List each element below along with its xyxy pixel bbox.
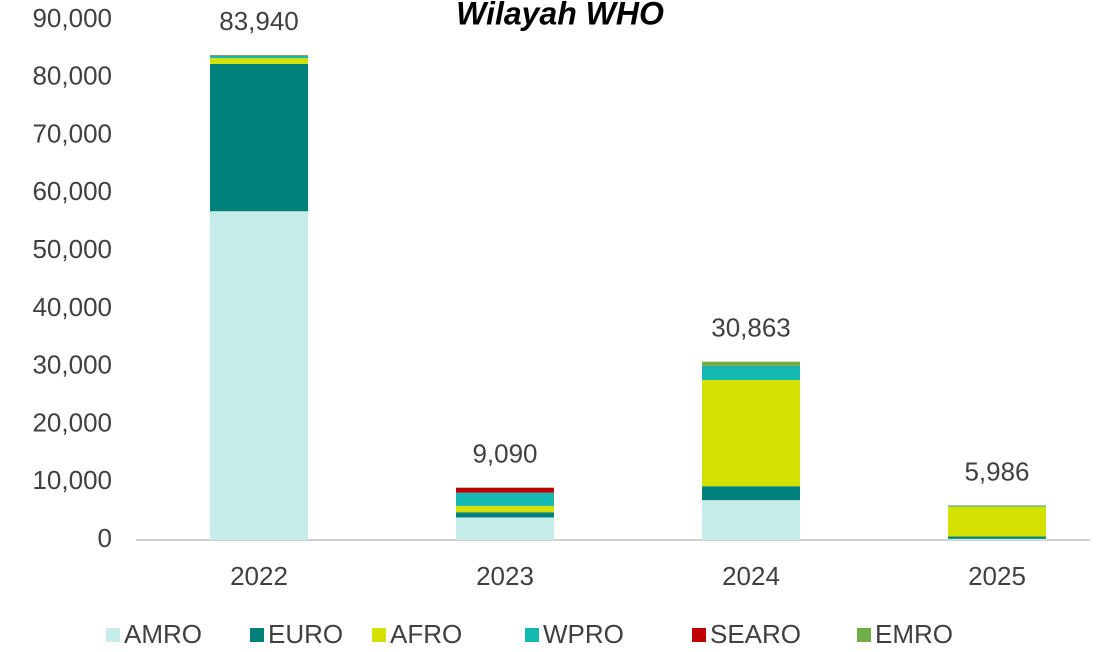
legend-label: WPRO xyxy=(543,619,624,649)
bar-segment xyxy=(702,366,800,380)
legend-label: AFRO xyxy=(390,619,462,649)
bar-segment xyxy=(948,506,1046,537)
bar-segment xyxy=(702,379,800,487)
total-label: 83,940 xyxy=(219,6,299,36)
legend-label: AMRO xyxy=(124,619,202,649)
bar-segment xyxy=(702,486,800,501)
legend-label: SEARO xyxy=(710,619,801,649)
bar-segment xyxy=(210,55,308,56)
legend-label: EMRO xyxy=(875,619,953,649)
bar-segment xyxy=(948,505,1046,507)
bar-segment xyxy=(948,536,1046,539)
legend-swatch xyxy=(525,628,539,642)
legend-label: EURO xyxy=(268,619,343,649)
x-tick-label: 2024 xyxy=(722,561,780,591)
y-tick-label: 30,000 xyxy=(32,350,112,380)
y-tick-label: 90,000 xyxy=(32,3,112,33)
bar-segment xyxy=(948,538,1046,540)
bar-segment xyxy=(702,500,800,540)
bar-segment xyxy=(456,517,554,540)
total-label: 5,986 xyxy=(964,456,1029,486)
x-tick-label: 2025 xyxy=(968,561,1026,591)
total-label: 9,090 xyxy=(472,438,537,468)
y-tick-label: 60,000 xyxy=(32,176,112,206)
bar-segment xyxy=(210,211,308,540)
bar-segment xyxy=(456,505,554,513)
total-label: 30,863 xyxy=(711,313,791,343)
bar-segment xyxy=(210,63,308,212)
bar-segment xyxy=(456,512,554,518)
bar-segment xyxy=(456,487,554,493)
legend-swatch xyxy=(106,628,120,642)
y-tick-label: 80,000 xyxy=(32,61,112,91)
bar-segment xyxy=(702,361,800,366)
y-tick-label: 10,000 xyxy=(32,465,112,495)
y-tick-label: 0 xyxy=(98,523,112,553)
legend-swatch xyxy=(857,628,871,642)
x-tick-label: 2022 xyxy=(230,561,288,591)
bar-segment xyxy=(210,58,308,64)
legend-swatch xyxy=(692,628,706,642)
chart-title: Wilayah WHO xyxy=(456,0,664,31)
bar-segment xyxy=(210,55,308,59)
y-tick-label: 50,000 xyxy=(32,234,112,264)
y-tick-label: 70,000 xyxy=(32,118,112,148)
legend-swatch xyxy=(372,628,386,642)
x-tick-label: 2023 xyxy=(476,561,534,591)
legend-swatch xyxy=(250,628,264,642)
y-tick-label: 40,000 xyxy=(32,292,112,322)
y-tick-label: 20,000 xyxy=(32,407,112,437)
bar-segment xyxy=(456,492,554,506)
